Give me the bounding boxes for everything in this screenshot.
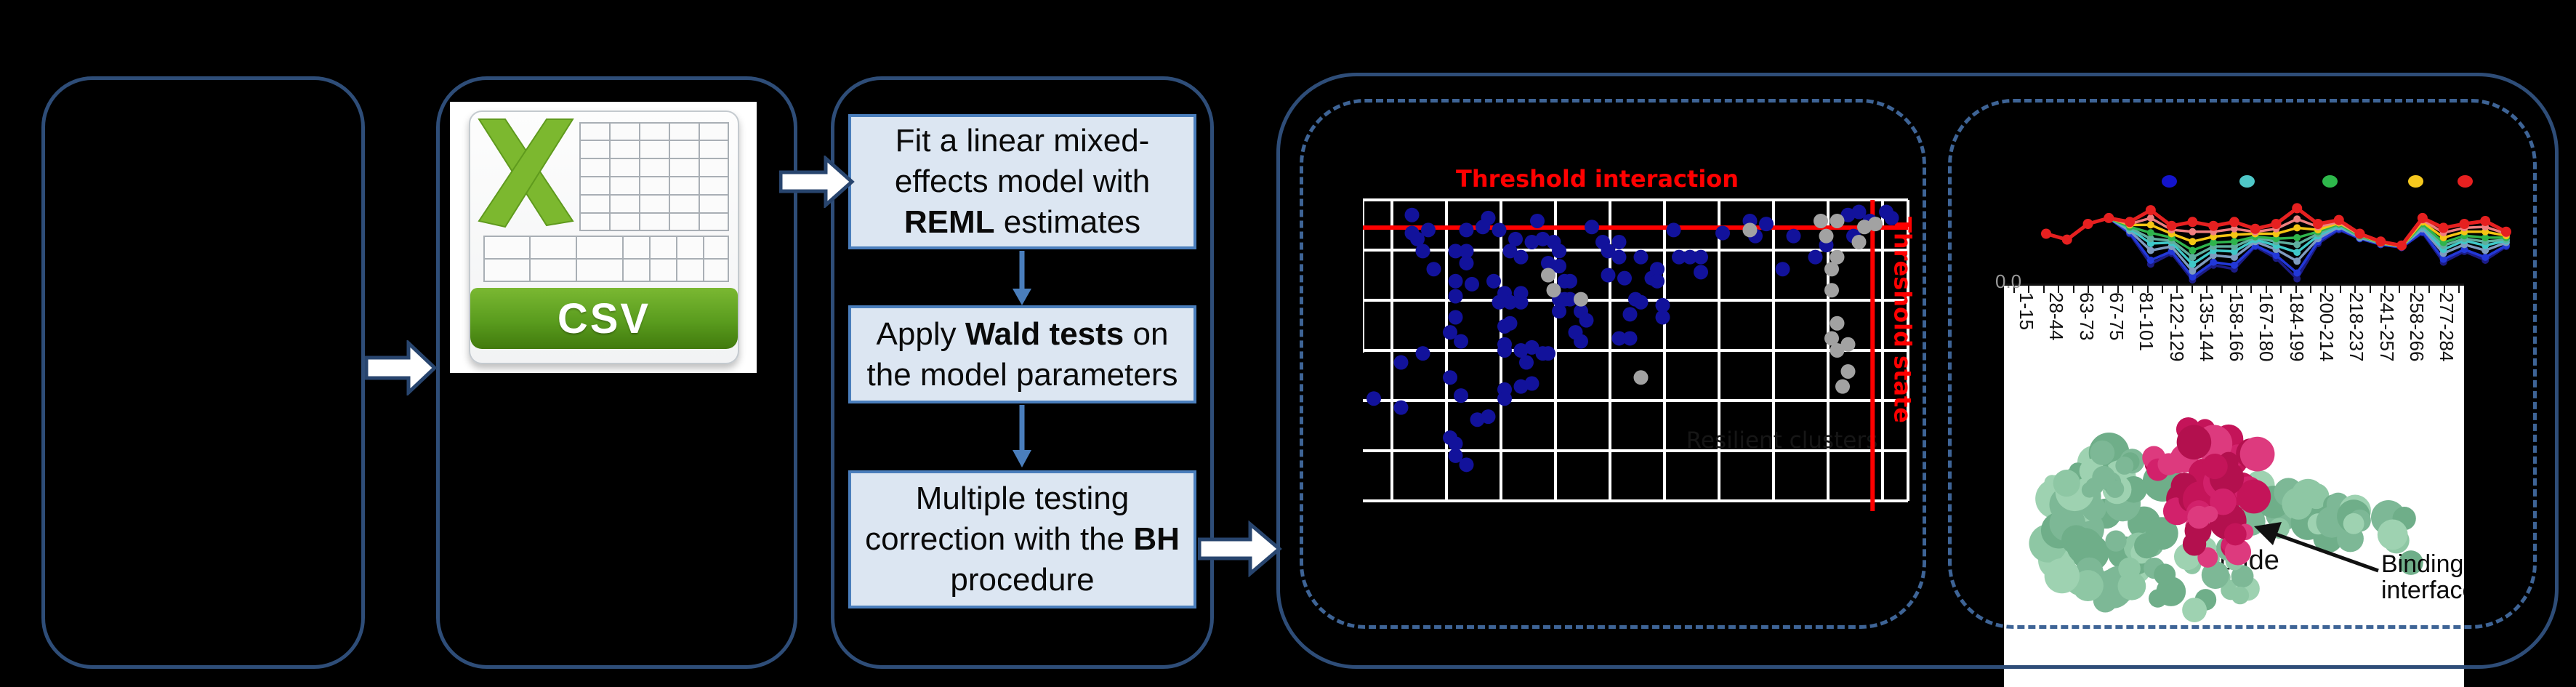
peptide-tick-label: 218-237: [2346, 292, 2368, 362]
peptide-tick-label: 241-257: [2375, 292, 2398, 362]
axis-tick: [2117, 286, 2119, 293]
peptide-tick-label: 184-199: [2285, 292, 2308, 362]
axis-tick: [2384, 286, 2386, 293]
axis-tick: [2428, 286, 2431, 293]
peptide-tick-label: 63-73: [2075, 292, 2098, 341]
flow-arrow-3-icon: [1198, 521, 1282, 577]
legend-dot-0: [2162, 175, 2177, 188]
axis-tick: [2310, 286, 2311, 293]
resilient-clusters-ghost-label: Resilient clusters: [1686, 427, 1878, 454]
axis-tick: [2102, 286, 2104, 293]
axis-tick: [2042, 286, 2045, 293]
binding-interface-label: Binding interface: [2381, 550, 2464, 604]
protein-magenta-core: [2142, 417, 2275, 568]
axis-tick: [2013, 286, 2015, 293]
axis-tick: [2413, 286, 2415, 293]
threshold-state-label: Threshold state: [1888, 217, 1916, 423]
peptide-tick-label: 158-166: [2226, 292, 2248, 362]
csv-banner: CSV: [470, 288, 738, 349]
axis-tick: [2399, 286, 2401, 293]
down-arrow-1-icon: [1013, 251, 1031, 305]
flow-arrow-2-icon: [779, 156, 855, 208]
step-label: Multiple testing correction with the BH …: [865, 481, 1180, 598]
step-label: Apply Wald tests on the model parameters: [866, 316, 1178, 393]
axis-tick: [2325, 286, 2327, 293]
axis-tick: [2132, 286, 2134, 293]
scatter-points-blue: [1367, 204, 1899, 473]
axis-tick: [2280, 286, 2282, 293]
peptide-tick-label: 277-284: [2436, 292, 2458, 362]
csv-banner-label: CSV: [557, 294, 651, 342]
axis-tick: [2162, 286, 2163, 293]
axis-tick: [2206, 286, 2208, 293]
protein-figure-image: 1-15 28-44 63-73 67-75 81-101 122-129 135-144 1…: [2004, 284, 2464, 687]
axis-tick: [2146, 286, 2149, 293]
spreadsheet-grid-icon: [579, 122, 729, 231]
excel-x-icon: [478, 118, 574, 228]
scatter-points-gray: [1541, 213, 1883, 394]
csv-file-icon: CSV: [469, 111, 739, 364]
peptide-axis: [2004, 284, 2464, 294]
step-fit-lmm: Fit a linear mixed-effects model with RE…: [848, 114, 1196, 249]
axis-tick: [2265, 286, 2267, 293]
step-bh-correction: Multiple testing correction with the BH …: [848, 470, 1196, 608]
axis-tick: [2191, 286, 2193, 293]
peptide-tick-label: 28-44: [2045, 292, 2068, 341]
peptide-tick-label: 67-75: [2105, 292, 2128, 341]
threshold-scatter-plot: Resilient clusters Threshold interaction T…: [1363, 165, 1916, 511]
protein-green-surface: [2029, 433, 2423, 622]
axis-tick: [2072, 286, 2074, 293]
axis-tick: [2221, 286, 2223, 293]
axis-tick: [2250, 286, 2253, 293]
axis-tick: [2028, 286, 2030, 293]
input-panel: [41, 76, 365, 669]
threshold-interaction-label: Threshold interaction: [1456, 165, 1739, 193]
legend-dot-1: [2239, 175, 2255, 188]
legend-dot-2: [2322, 175, 2338, 188]
spreadsheet-band-icon: [483, 236, 729, 282]
axis-tick: [2236, 286, 2237, 293]
axis-tick: [2458, 286, 2460, 293]
peptide-tick-label: 81-101: [2136, 292, 2158, 351]
legend-dot-3: [2408, 175, 2423, 188]
peptide-tick-label: 1-15: [2016, 292, 2037, 331]
axis-tick: [2058, 286, 2060, 293]
axis-tick: [2369, 286, 2371, 293]
peptide-tick-label: 135-144: [2195, 292, 2218, 362]
legend-dot-4: [2458, 175, 2473, 188]
axis-tick: [2295, 286, 2297, 293]
peptide-tick-label: 200-214: [2316, 292, 2338, 362]
peptide-tick-label: 167-180: [2255, 292, 2278, 362]
binding-interface-arrow-icon: [2254, 522, 2379, 573]
csv-image: CSV: [450, 102, 757, 373]
peptide-line-chart: [2041, 203, 2511, 284]
protein-structure-image: [2029, 417, 2423, 622]
axis-tick: [2088, 286, 2089, 293]
line-markers-red: [2041, 203, 2511, 251]
axis-tick: [2443, 286, 2445, 293]
peptide-tick-label: 258-266: [2405, 292, 2428, 362]
axis-tick: [2339, 286, 2341, 293]
down-arrow-2-icon: [1013, 405, 1031, 467]
axis-tick: [2354, 286, 2356, 293]
step-label: Fit a linear mixed-effects model with RE…: [894, 123, 1151, 240]
y-axis-zero-label: 0.0: [1995, 270, 2022, 292]
axis-tick: [2176, 286, 2178, 293]
peptide-tick-label: 122-129: [2165, 292, 2188, 362]
step-wald-tests: Apply Wald tests on the model parameters: [848, 305, 1196, 403]
flow-arrow-1-icon: [365, 340, 438, 395]
